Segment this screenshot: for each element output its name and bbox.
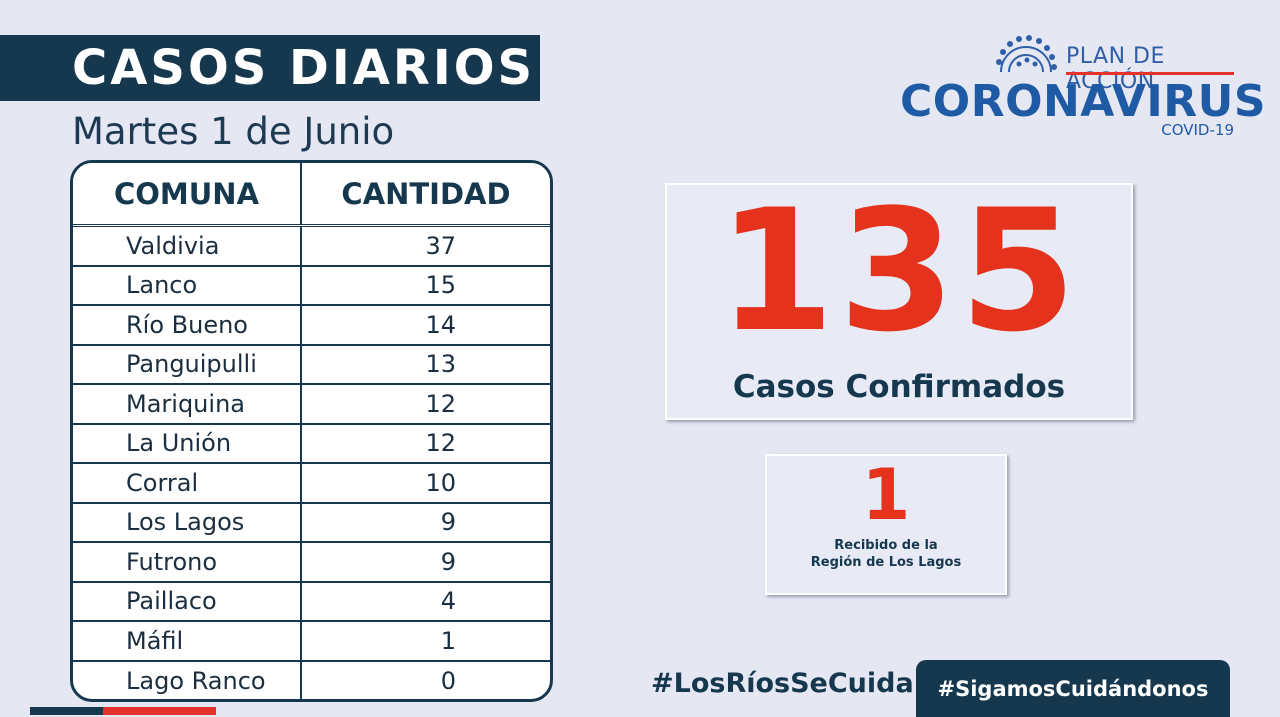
comuna-cell: Lanco (73, 266, 302, 304)
accent-line-navy (30, 707, 110, 715)
received-cases-number: 1 (861, 454, 911, 536)
table-row: Corral 10 (73, 464, 550, 504)
virus-sun-icon (996, 35, 1057, 73)
column-header-comuna: COMUNA (73, 163, 302, 224)
table-row: Los Lagos 9 (73, 503, 550, 543)
column-header-cantidad: CANTIDAD (341, 176, 511, 211)
cantidad-cell: 0 (440, 667, 456, 696)
plan-underline (1066, 72, 1234, 75)
table-row: Futrono 9 (73, 543, 550, 583)
comuna-cell: Panguipulli (73, 345, 302, 383)
cantidad-cell: 14 (425, 310, 456, 339)
comuna-cell: Paillaco (73, 582, 302, 620)
accent-line-red (103, 707, 216, 715)
received-label-line2: Región de Los Lagos (810, 555, 962, 570)
received-cases-card: 1 Recibido de la Región de Los Lagos (765, 454, 1007, 595)
total-cases-number: 135 (717, 173, 1081, 369)
table-row: Lanco 15 (73, 266, 550, 306)
comuna-cell: Los Lagos (73, 503, 302, 541)
total-cases-card: 135 Casos Confirmados (665, 183, 1133, 420)
cantidad-cell: 1 (440, 626, 456, 655)
table-row: La Unión 12 (73, 424, 550, 464)
table-row: Máfil 1 (73, 622, 550, 662)
table-row: Valdivia 37 (73, 227, 550, 267)
table-row: Mariquina 12 (73, 385, 550, 425)
received-cases-label: Recibido de la Región de Los Lagos (767, 537, 1005, 571)
comuna-cell: Futrono (73, 543, 302, 581)
cantidad-cell: 12 (425, 389, 456, 418)
coronavirus-logo: PLAN DE ACCIÓN CORONAVIRUS COVID-19 (898, 34, 1266, 144)
table-row: Lago Ranco 0 (73, 661, 550, 699)
table-row: Panguipulli 13 (73, 345, 550, 385)
cantidad-cell: 4 (440, 587, 456, 616)
total-cases-label: Casos Confirmados (732, 369, 1066, 405)
hashtag-banner: #SigamosCuidándonos (916, 660, 1230, 717)
date-subtitle: Martes 1 de Junio (72, 110, 395, 153)
coronavirus-wordmark: CORONAVIRUS (900, 76, 1267, 127)
table-body: Valdivia 37 Lanco 15 Río Bueno 14 Panguipul… (73, 227, 550, 699)
comuna-cell: Máfil (73, 622, 302, 660)
comuna-cell: La Unión (73, 424, 302, 462)
table-header: COMUNA CANTIDAD (73, 163, 550, 227)
cantidad-cell: 37 (425, 231, 456, 260)
table-row: Río Bueno 14 (73, 306, 550, 346)
cantidad-cell: 15 (425, 271, 456, 300)
comuna-cell: Lago Ranco (73, 661, 302, 699)
cantidad-cell: 13 (425, 350, 456, 379)
table-row: Paillaco 4 (73, 582, 550, 622)
hashtag-los-rios: #LosRíosSeCuida (651, 668, 914, 699)
cantidad-cell: 10 (425, 468, 456, 497)
cases-table: COMUNA CANTIDAD Valdivia 37 Lanco 15 Río B… (70, 160, 553, 702)
title-banner: CASOS DIARIOS (0, 35, 540, 101)
comuna-cell: Mariquina (73, 385, 302, 423)
covid-label: COVID-19 (1161, 121, 1234, 139)
cantidad-cell: 9 (440, 508, 456, 537)
cantidad-cell: 9 (440, 547, 456, 576)
cantidad-cell: 12 (425, 429, 456, 458)
hashtag-sigamos: #SigamosCuidándonos (937, 676, 1209, 701)
received-label-line1: Recibido de la (834, 538, 938, 553)
comuna-cell: Corral (73, 464, 302, 502)
page-title: CASOS DIARIOS (72, 40, 536, 96)
comuna-cell: Río Bueno (73, 306, 302, 344)
comuna-cell: Valdivia (73, 227, 302, 265)
